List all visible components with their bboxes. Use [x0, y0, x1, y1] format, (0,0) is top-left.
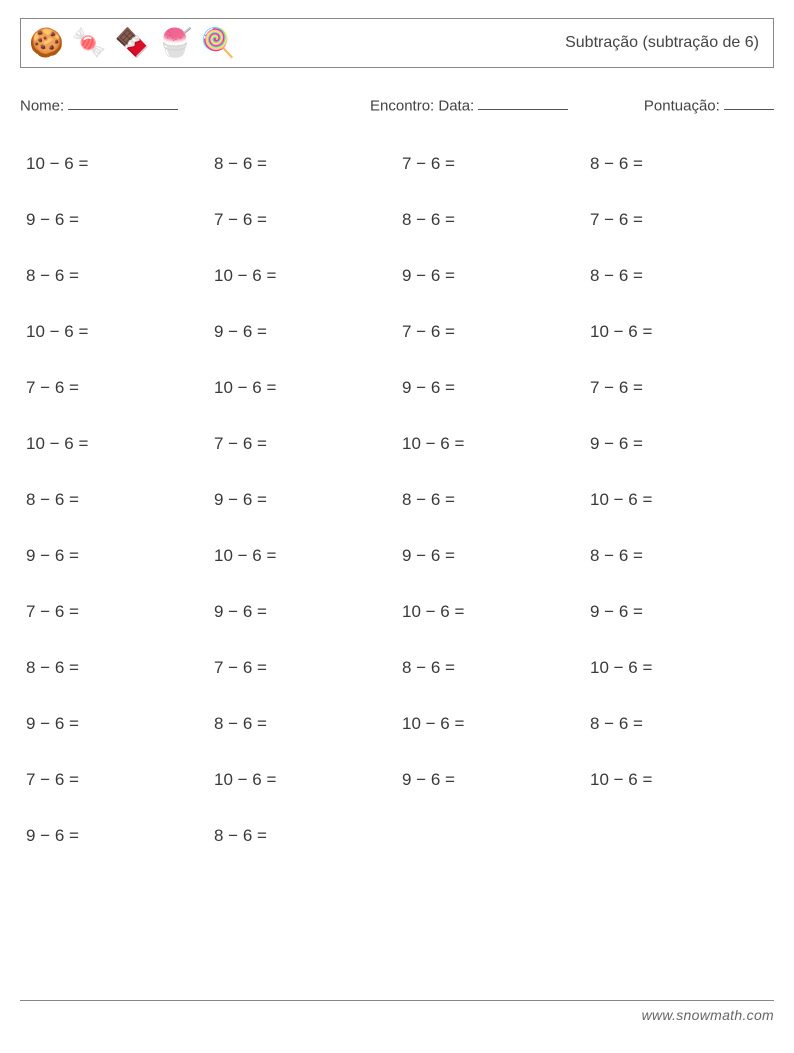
- problem-cell: 7 − 6 =: [210, 192, 398, 248]
- problem-cell: 10 − 6 =: [210, 360, 398, 416]
- problem-cell: 9 − 6 =: [22, 808, 210, 864]
- problem-cell: 8 − 6 =: [398, 472, 586, 528]
- date-blank[interactable]: [478, 96, 568, 110]
- problem-cell: 8 − 6 =: [22, 640, 210, 696]
- chocolate-icon: 🍫: [115, 29, 150, 57]
- problem-cell: 7 − 6 =: [398, 304, 586, 360]
- encounter-label: Encontro: Data:: [370, 97, 474, 114]
- problem-cell: 10 − 6 =: [210, 248, 398, 304]
- header-box: 🍪 🍬 🍫 🍧 🍭 Subtração (subtração de 6): [20, 18, 774, 68]
- problem-cell: 7 − 6 =: [586, 360, 774, 416]
- header-icons: 🍪 🍬 🍫 🍧 🍭: [29, 29, 235, 57]
- problem-cell: 8 − 6 =: [586, 528, 774, 584]
- score-field: Pontuação:: [644, 96, 774, 114]
- problem-cell: 10 − 6 =: [398, 584, 586, 640]
- problem-cell: 8 − 6 =: [586, 696, 774, 752]
- problem-cell: 9 − 6 =: [586, 416, 774, 472]
- problem-cell: 8 − 6 =: [586, 248, 774, 304]
- problem-cell: 10 − 6 =: [586, 640, 774, 696]
- problem-cell: 10 − 6 =: [586, 752, 774, 808]
- problem-cell: 8 − 6 =: [22, 472, 210, 528]
- icecream-icon: 🍧: [158, 29, 193, 57]
- date-field: Encontro: Data:: [370, 96, 644, 114]
- problem-cell: 7 − 6 =: [586, 192, 774, 248]
- problem-cell: 10 − 6 =: [22, 304, 210, 360]
- problem-cell: 10 − 6 =: [210, 528, 398, 584]
- problem-cell: 8 − 6 =: [210, 136, 398, 192]
- problem-cell: 9 − 6 =: [22, 192, 210, 248]
- problem-cell: 9 − 6 =: [398, 248, 586, 304]
- problem-cell: 9 − 6 =: [22, 528, 210, 584]
- problem-cell: [586, 808, 774, 864]
- problem-cell: 10 − 6 =: [22, 416, 210, 472]
- problem-cell: 9 − 6 =: [22, 696, 210, 752]
- problem-cell: 7 − 6 =: [22, 752, 210, 808]
- problem-cell: 7 − 6 =: [22, 584, 210, 640]
- problems-grid: 10 − 6 =8 − 6 =7 − 6 =8 − 6 =9 − 6 =7 − …: [20, 136, 774, 864]
- candy-icon: 🍬: [72, 29, 107, 57]
- problem-cell: 10 − 6 =: [210, 752, 398, 808]
- problem-cell: 8 − 6 =: [210, 696, 398, 752]
- problem-cell: 9 − 6 =: [398, 360, 586, 416]
- footer-site: www.snowmath.com: [20, 1007, 774, 1023]
- score-label: Pontuação:: [644, 97, 720, 114]
- problem-cell: [398, 808, 586, 864]
- worksheet-title: Subtração (subtração de 6): [565, 34, 759, 52]
- footer-divider: [20, 1000, 774, 1001]
- problem-cell: 8 − 6 =: [210, 808, 398, 864]
- problem-cell: 10 − 6 =: [22, 136, 210, 192]
- problem-cell: 8 − 6 =: [398, 640, 586, 696]
- problem-cell: 9 − 6 =: [586, 584, 774, 640]
- problem-cell: 10 − 6 =: [398, 696, 586, 752]
- problem-cell: 9 − 6 =: [210, 472, 398, 528]
- cookie-icon: 🍪: [29, 29, 64, 57]
- problem-cell: 9 − 6 =: [210, 584, 398, 640]
- name-label: Nome:: [20, 97, 64, 114]
- lollipop-icon: 🍭: [201, 29, 236, 57]
- problem-cell: 7 − 6 =: [210, 416, 398, 472]
- problem-cell: 7 − 6 =: [22, 360, 210, 416]
- problem-cell: 8 − 6 =: [398, 192, 586, 248]
- problem-cell: 10 − 6 =: [398, 416, 586, 472]
- footer: www.snowmath.com: [20, 1000, 774, 1023]
- info-line: Nome: Encontro: Data: Pontuação:: [20, 96, 774, 114]
- name-blank[interactable]: [68, 96, 178, 110]
- worksheet-page: 🍪 🍬 🍫 🍧 🍭 Subtração (subtração de 6) Nom…: [0, 0, 794, 1053]
- problem-cell: 9 − 6 =: [398, 528, 586, 584]
- problem-cell: 9 − 6 =: [210, 304, 398, 360]
- name-field: Nome:: [20, 96, 370, 114]
- problem-cell: 7 − 6 =: [398, 136, 586, 192]
- problem-cell: 8 − 6 =: [586, 136, 774, 192]
- problem-cell: 10 − 6 =: [586, 304, 774, 360]
- problem-cell: 9 − 6 =: [398, 752, 586, 808]
- problem-cell: 7 − 6 =: [210, 640, 398, 696]
- score-blank[interactable]: [724, 96, 774, 110]
- problem-cell: 8 − 6 =: [22, 248, 210, 304]
- problem-cell: 10 − 6 =: [586, 472, 774, 528]
